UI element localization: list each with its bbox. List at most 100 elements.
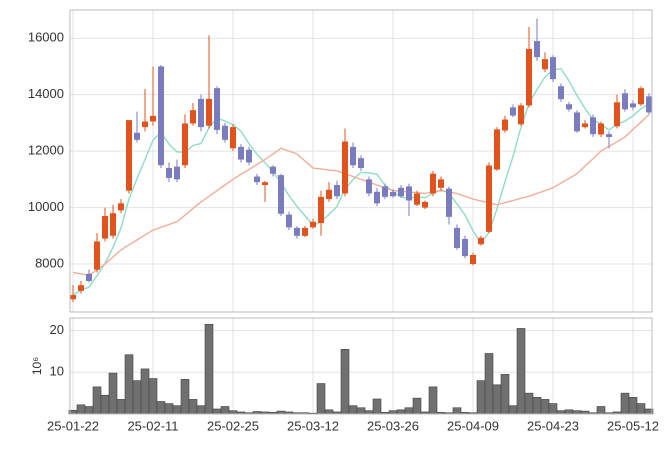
candle-body: [438, 179, 444, 188]
x-tick-label: 25-03-12: [287, 418, 339, 433]
candle-body: [310, 221, 316, 228]
candle-body: [646, 96, 652, 113]
volume-bar: [516, 328, 526, 415]
candle-body: [182, 123, 188, 166]
candle-body: [566, 104, 572, 110]
volume-bar: [196, 405, 206, 415]
volume-bar: [396, 409, 406, 415]
plot-frame: [69, 9, 653, 313]
volume-bar: [372, 398, 382, 415]
volume-bar: [108, 372, 118, 415]
volume-bar: [204, 323, 214, 415]
candle-body: [422, 201, 428, 208]
candle-body: [214, 88, 220, 130]
candle-body: [150, 115, 156, 122]
volume-bar: [124, 354, 134, 415]
candle-body: [390, 192, 396, 197]
volume-bar: [428, 386, 438, 415]
x-tick-label: 25-01-22: [47, 418, 99, 433]
candle-body: [206, 98, 212, 126]
candle-body: [526, 48, 532, 106]
candle-body: [302, 227, 308, 236]
candle-body: [270, 166, 276, 174]
volume-bar: [540, 399, 550, 415]
volume-bar: [324, 409, 334, 415]
x-tick-label: 25-02-25: [207, 418, 259, 433]
candle-body: [326, 189, 332, 200]
candle-body: [470, 254, 476, 265]
x-tick-label: 25-04-23: [527, 418, 579, 433]
volume-bar: [532, 397, 542, 415]
candle-body: [342, 141, 348, 194]
candle-body: [598, 123, 604, 135]
candle-body: [414, 193, 420, 205]
candle-body: [502, 119, 508, 131]
volume-bar: [524, 392, 534, 415]
candle-body: [102, 216, 108, 239]
y-tick-label: 16000: [28, 30, 64, 45]
volume-bar: [452, 407, 462, 415]
volume-bar: [220, 406, 230, 415]
volume-bar: [484, 353, 494, 415]
volume-bar: [636, 403, 646, 415]
volume-bar: [596, 406, 606, 415]
candle-body: [350, 146, 356, 166]
volume-bar: [500, 374, 510, 415]
candle-body: [398, 187, 404, 197]
y-axis-label: 10⁶: [30, 357, 44, 375]
candle-body: [246, 149, 252, 163]
candle-body: [190, 110, 196, 124]
volume-bar: [404, 407, 414, 415]
candle-body: [574, 112, 580, 132]
candle-body: [382, 186, 388, 197]
candle-body: [446, 188, 452, 217]
volume-bar: [148, 378, 158, 415]
candle-body: [262, 182, 268, 185]
candle-body: [94, 241, 100, 270]
candle-body: [550, 57, 556, 80]
volume-bar: [316, 383, 326, 415]
volume-bar: [116, 399, 126, 415]
candle-body: [494, 129, 500, 170]
candle-body: [534, 41, 540, 58]
candle-body: [286, 214, 292, 228]
volume-bar: [620, 392, 630, 415]
candle-body: [614, 102, 620, 127]
candle-body: [630, 103, 636, 108]
y-tick-label: 20: [50, 322, 64, 337]
candle-body: [318, 196, 324, 224]
candle-body: [334, 184, 340, 197]
candle-body: [582, 123, 588, 128]
candle-body: [158, 66, 164, 166]
candle-body: [294, 227, 300, 236]
y-tick-label: 12000: [28, 143, 64, 158]
volume-bar: [364, 410, 374, 415]
volume-bar: [132, 380, 142, 415]
candle-body: [606, 134, 612, 138]
volume-bar: [476, 380, 486, 415]
volume-bar: [156, 401, 166, 415]
moving-average-line: [72, 113, 650, 277]
candle-body: [518, 105, 524, 125]
candle-body: [510, 107, 516, 116]
plot-frame: [69, 317, 653, 415]
volume-bar: [492, 384, 502, 415]
y-tick-label: 14000: [28, 86, 64, 101]
volume-bar: [412, 397, 422, 415]
candle-body: [374, 191, 380, 204]
candle-body: [230, 127, 236, 149]
candle-body: [478, 237, 484, 245]
candle-body: [542, 59, 548, 70]
volume-bar: [628, 397, 638, 415]
volume-bar: [388, 410, 398, 415]
candle-body: [486, 165, 492, 232]
candle-body: [126, 120, 132, 191]
candle-body: [430, 173, 436, 194]
candle-body: [558, 86, 564, 100]
candle-body: [638, 88, 644, 105]
candle-body: [358, 158, 364, 169]
volume-bar: [172, 405, 182, 415]
candle-body: [278, 175, 284, 214]
volume-bar: [188, 399, 198, 415]
